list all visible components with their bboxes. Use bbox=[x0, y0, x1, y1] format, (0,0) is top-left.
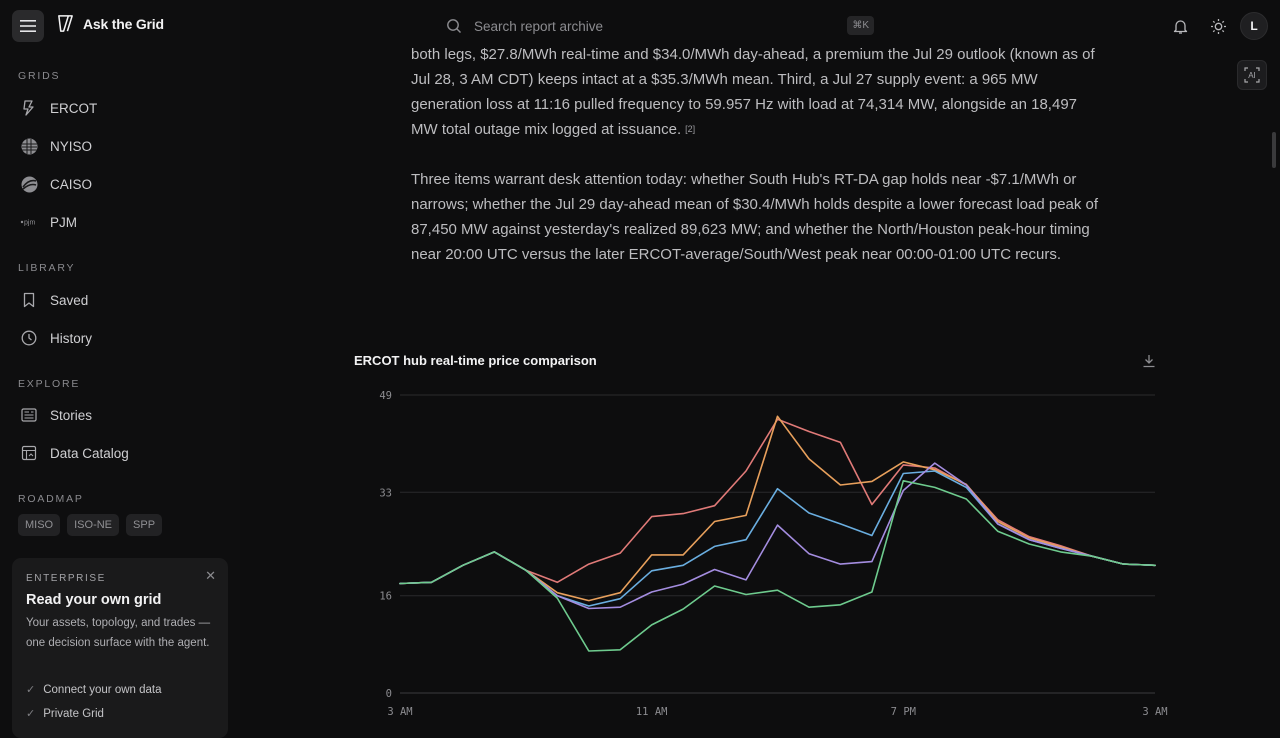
enterprise-card: ENTERPRISE ✕ Read your own grid Your ass… bbox=[12, 558, 228, 738]
sidebar-item-data-catalog[interactable]: Data Catalog bbox=[20, 440, 129, 466]
article-text: Three items warrant desk attention today… bbox=[411, 171, 1099, 263]
article-paragraph: both legs, $27.8/MWh real-time and $34.0… bbox=[411, 42, 1101, 142]
caiso-logo-icon bbox=[20, 175, 38, 193]
x-tick-label: 7 PM bbox=[891, 706, 916, 718]
newspaper-icon bbox=[20, 406, 38, 424]
app-logo-icon bbox=[58, 15, 73, 32]
brand[interactable]: Ask the Grid bbox=[56, 14, 164, 33]
scrollbar-thumb[interactable] bbox=[1272, 132, 1276, 168]
section-label-library: LIBRARY bbox=[18, 262, 76, 274]
check-icon: ✓ bbox=[26, 708, 36, 720]
bell-icon bbox=[1173, 19, 1187, 34]
y-tick-label: 16 bbox=[379, 591, 392, 603]
search-shortcut-badge: ⌘K bbox=[847, 16, 874, 35]
section-label-roadmap: ROADMAP bbox=[18, 493, 84, 505]
enterprise-body: Your assets, topology, and trades — one … bbox=[26, 617, 211, 649]
ai-button-label: AI bbox=[1248, 71, 1256, 80]
series-line-3 bbox=[399, 470, 1156, 607]
bookmark-icon bbox=[20, 291, 38, 309]
download-button[interactable] bbox=[1141, 353, 1159, 371]
download-icon bbox=[1143, 355, 1155, 368]
sidebar-item-label: ERCOT bbox=[50, 100, 98, 116]
section-label-explore: EXPLORE bbox=[18, 378, 81, 390]
ai-assistant-button[interactable]: AI bbox=[1237, 60, 1267, 90]
roadmap-chip-miso[interactable]: MISO bbox=[18, 514, 61, 536]
series-line-1 bbox=[399, 418, 1156, 585]
series-line-2 bbox=[399, 415, 1156, 602]
sidebar-item-label: PJM bbox=[50, 214, 77, 230]
roadmap-chip-iso-ne[interactable]: ISO-NE bbox=[67, 514, 120, 536]
roadmap-chips: MISO ISO-NE SPP bbox=[18, 514, 163, 536]
close-icon[interactable]: ✕ bbox=[205, 568, 216, 583]
sidebar-item-label: NYISO bbox=[50, 138, 93, 154]
sidebar-item-saved[interactable]: Saved bbox=[20, 287, 88, 313]
search-icon bbox=[447, 19, 461, 33]
svg-text:pjm: pjm bbox=[24, 220, 35, 227]
x-tick-label: 11 AM bbox=[636, 706, 668, 718]
x-tick-label: 3 AM bbox=[1142, 706, 1167, 718]
series-line-5 bbox=[399, 480, 1156, 652]
sidebar-item-history[interactable]: History bbox=[20, 325, 92, 351]
sun-icon bbox=[1210, 18, 1226, 34]
search-bar[interactable]: Search report archive ⌘K bbox=[446, 12, 874, 40]
enterprise-check-item: ✓ Connect your own data bbox=[26, 683, 162, 697]
avatar[interactable]: L bbox=[1240, 12, 1268, 40]
sidebar: Ask the Grid GRIDS ERCOT NYISO CAISO pjm… bbox=[0, 0, 240, 738]
price-line-chart: 0 16 33 49 3 AM 11 AM 7 PM 3 AM bbox=[379, 390, 1167, 718]
notifications-button[interactable] bbox=[1167, 13, 1193, 39]
pjm-logo-icon: pjm bbox=[20, 213, 38, 231]
nyiso-logo-icon bbox=[20, 137, 38, 155]
x-tick-label: 3 AM bbox=[387, 706, 412, 718]
y-tick-label: 49 bbox=[379, 390, 392, 402]
enterprise-title: Read your own grid bbox=[26, 592, 162, 608]
search-input[interactable]: Search report archive bbox=[474, 18, 604, 34]
sidebar-item-label: CAISO bbox=[50, 176, 93, 192]
citation-link[interactable]: [2] bbox=[685, 124, 696, 134]
check-label: Connect your own data bbox=[43, 683, 162, 696]
enterprise-check-item: ✓ Private Grid bbox=[26, 707, 104, 721]
catalog-icon bbox=[20, 444, 38, 462]
section-label-grids: GRIDS bbox=[18, 70, 61, 82]
y-tick-label: 0 bbox=[386, 688, 392, 700]
sidebar-item-label: History bbox=[50, 330, 93, 346]
sidebar-item-label: Data Catalog bbox=[50, 445, 129, 461]
series-line-4 bbox=[399, 462, 1156, 610]
sidebar-item-pjm[interactable]: pjm PJM bbox=[20, 209, 77, 235]
article-paragraph: Three items warrant desk attention today… bbox=[411, 167, 1101, 267]
bolt-icon bbox=[20, 99, 38, 117]
sidebar-item-stories[interactable]: Stories bbox=[20, 402, 92, 428]
clock-icon bbox=[20, 329, 38, 347]
chart-title: ERCOT hub real-time price comparison bbox=[354, 353, 597, 368]
article-text: both legs, $27.8/MWh real-time and $34.0… bbox=[411, 46, 1095, 138]
hamburger-icon bbox=[20, 20, 36, 32]
roadmap-chip-spp[interactable]: SPP bbox=[126, 514, 163, 536]
menu-button[interactable] bbox=[12, 10, 44, 42]
theme-toggle-button[interactable] bbox=[1205, 13, 1231, 39]
check-icon: ✓ bbox=[26, 684, 36, 696]
enterprise-tag: ENTERPRISE bbox=[26, 573, 106, 584]
sidebar-item-caiso[interactable]: CAISO bbox=[20, 171, 92, 197]
app-name: Ask the Grid bbox=[83, 15, 164, 32]
check-label: Private Grid bbox=[43, 707, 104, 720]
sidebar-item-ercot[interactable]: ERCOT bbox=[20, 95, 97, 121]
sidebar-item-label: Stories bbox=[50, 407, 93, 423]
y-tick-label: 33 bbox=[379, 487, 392, 499]
sidebar-item-nyiso[interactable]: NYISO bbox=[20, 133, 92, 159]
sidebar-item-label: Saved bbox=[50, 292, 89, 308]
ai-icon bbox=[1244, 67, 1260, 83]
